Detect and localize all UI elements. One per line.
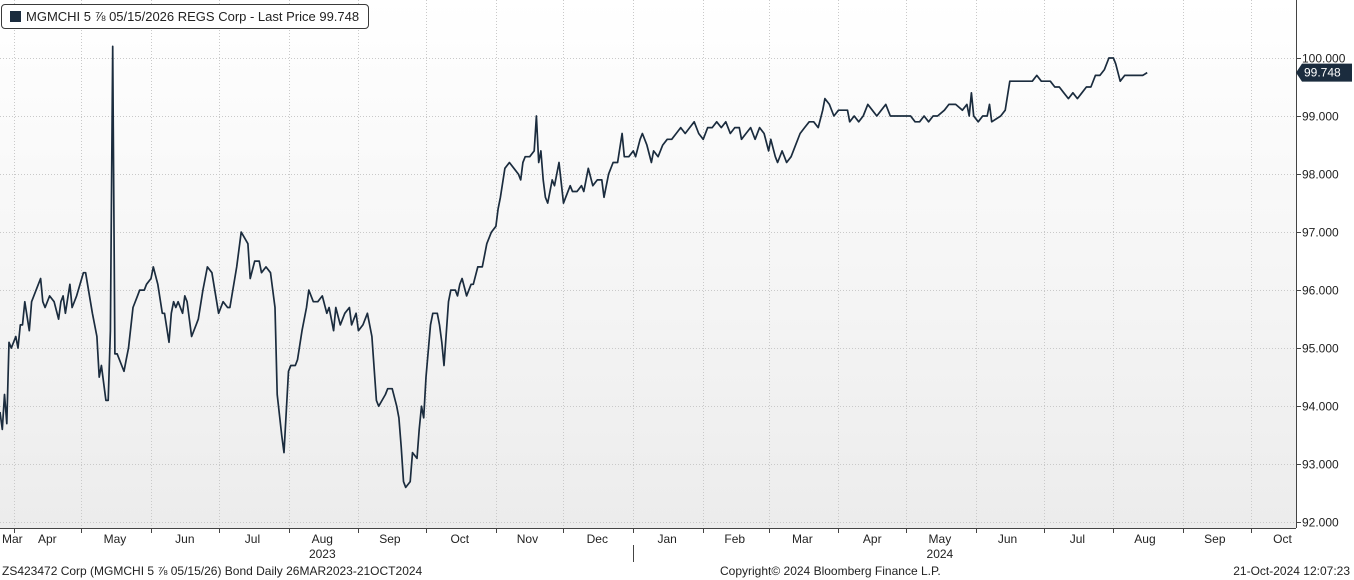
x-tick-label: Jul — [245, 532, 260, 546]
y-tick-label: 98.000 — [1302, 168, 1339, 182]
x-tick-label: Aug — [1134, 532, 1155, 546]
last-price-tag: 99.748 — [1296, 63, 1352, 82]
x-tick-label: Aug — [312, 532, 333, 546]
last-price-tag-text: 99.748 — [1304, 66, 1341, 80]
footer-timestamp: 21-Oct-2024 12:07:23 — [1233, 564, 1350, 578]
x-tick-label: Feb — [724, 532, 745, 546]
x-tick-label: May — [929, 532, 952, 546]
y-tick-label: 97.000 — [1302, 226, 1339, 240]
x-tick-label: Apr — [38, 532, 57, 546]
y-tick-label: 95.000 — [1302, 342, 1339, 356]
y-axis-ticks: 92.000 93.000 94.000 95.000 96.000 97.000 98.0… — [1296, 52, 1346, 530]
x-tick-label: Jan — [657, 532, 676, 546]
x-year-label: 2023 — [309, 547, 336, 561]
y-tick-label: 93.000 — [1302, 458, 1339, 472]
y-tick-label: 96.000 — [1302, 284, 1339, 298]
legend-label: MGMCHI 5 ⅞ 05/15/2026 REGS Corp - Last P… — [26, 9, 360, 24]
x-tick-label: Oct — [1273, 532, 1292, 546]
y-tick-label: 94.000 — [1302, 400, 1339, 414]
legend: MGMCHI 5 ⅞ 05/15/2026 REGS Corp - Last P… — [1, 4, 370, 29]
x-tick-label: Mar — [2, 532, 23, 546]
y-tick-label: 92.000 — [1302, 516, 1339, 530]
x-tick-label: Jul — [1070, 532, 1085, 546]
last-price-tag-shape — [1296, 63, 1352, 82]
plot-background — [0, 0, 1296, 528]
y-tick-label: 99.000 — [1302, 110, 1339, 124]
legend-swatch — [10, 11, 21, 22]
x-tick-label: Jun — [998, 532, 1017, 546]
x-tick-label: Dec — [587, 532, 608, 546]
x-tick-label: Oct — [450, 532, 469, 546]
y-tick-label: 100.000 — [1302, 52, 1346, 66]
x-tick-label: Sep — [379, 532, 401, 546]
x-tick-label: May — [104, 532, 127, 546]
x-tick-label: Apr — [863, 532, 882, 546]
x-tick-label: Sep — [1204, 532, 1226, 546]
x-tick-label: Mar — [792, 532, 813, 546]
price-series-line — [0, 45, 1148, 489]
footer-copyright: Copyright© 2024 Bloomberg Finance L.P. — [720, 564, 941, 578]
grid-lines — [0, 0, 1296, 528]
footer-security-info: ZS423472 Corp (MGMCHI 5 ⅞ 05/15/26) Bond… — [2, 564, 423, 578]
x-year-label: 2024 — [927, 547, 954, 561]
x-axis-ticks: Mar Apr May Jun Jul Aug Sep Oct Nov Dec Jan Feb Mar A… — [2, 528, 1292, 562]
x-tick-label: Jun — [175, 532, 194, 546]
x-tick-label: Nov — [517, 532, 538, 546]
